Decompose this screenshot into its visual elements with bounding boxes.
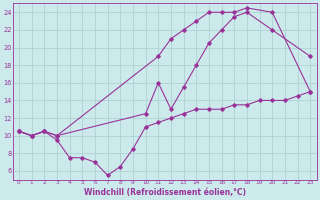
X-axis label: Windchill (Refroidissement éolien,°C): Windchill (Refroidissement éolien,°C): [84, 188, 245, 197]
